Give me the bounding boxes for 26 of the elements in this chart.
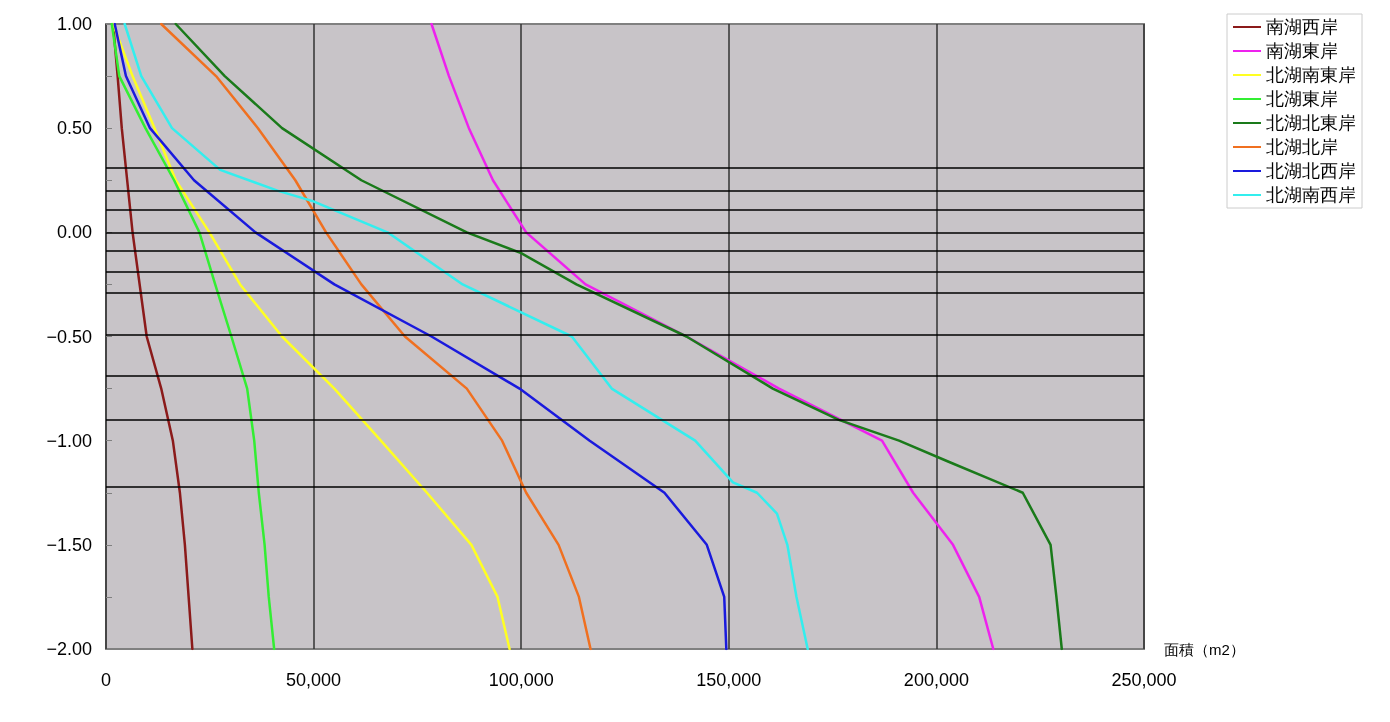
line-series xyxy=(111,22,511,651)
legend-label: 南湖東岸 xyxy=(1266,41,1338,61)
x-tick-label: 200,000 xyxy=(903,670,969,690)
y-tick-label: −1.00 xyxy=(46,430,92,451)
legend-label: 北湖東岸 xyxy=(1266,89,1338,109)
x-tick-label: 50,000 xyxy=(286,670,342,690)
line-series xyxy=(174,22,1064,651)
legend-label: 北湖北岸 xyxy=(1266,137,1338,157)
legend-label: 北湖南東岸 xyxy=(1266,65,1356,85)
x-tick-label: 100,000 xyxy=(488,670,554,690)
legend-label: 北湖北西岸 xyxy=(1266,161,1356,181)
y-tick-label: 1.00 xyxy=(56,14,92,34)
x-tick-label: 0 xyxy=(100,670,112,690)
y-tick-label: 0.50 xyxy=(56,118,92,139)
line-series xyxy=(110,22,276,651)
y-tick-label: −0.50 xyxy=(46,326,92,347)
x-axis-title: 面積（m2） xyxy=(1164,640,1245,658)
legend-label: 北湖北東岸 xyxy=(1266,113,1356,133)
x-tick-label: 150,000 xyxy=(696,670,762,690)
legend-label: 南湖西岸 xyxy=(1266,17,1338,37)
y-tick-label: −1.50 xyxy=(46,534,92,555)
legend-label: 北湖南西岸 xyxy=(1266,185,1356,205)
line-series xyxy=(159,22,592,651)
x-tick-label: 250,000 xyxy=(1111,670,1177,690)
y-tick-label: −2.00 xyxy=(46,639,92,659)
y-tick-label: 0.00 xyxy=(56,222,92,243)
